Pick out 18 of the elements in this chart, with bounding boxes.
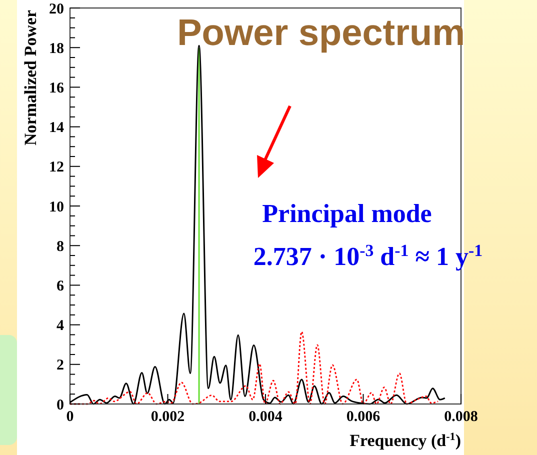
y-axis-title: Normalized Power: [21, 10, 40, 146]
y-tick-label: 8: [56, 238, 64, 255]
y-tick-label: 6: [56, 278, 64, 294]
annotation: Principal mode: [262, 199, 432, 228]
y-tick-label: 4: [56, 318, 64, 334]
y-tick-label: 0: [56, 397, 64, 414]
y-tick-label: 2: [56, 358, 64, 374]
x-tick-label: 0.006: [346, 409, 381, 425]
y-tick-label: 16: [49, 80, 64, 96]
y-tick-label: 20: [49, 1, 64, 18]
x-tick-label: 0.002: [150, 409, 185, 425]
y-tick-label: 14: [49, 120, 64, 136]
y-tick-label: 12: [49, 160, 64, 176]
y-tick-label: 10: [49, 199, 64, 216]
x-tick-label: 0.008: [444, 409, 478, 425]
x-axis-title: Frequency (d$^{-1}$): [350, 431, 461, 450]
x-tick-label: 0.004: [248, 409, 283, 425]
y-tick-label: 18: [49, 40, 64, 57]
